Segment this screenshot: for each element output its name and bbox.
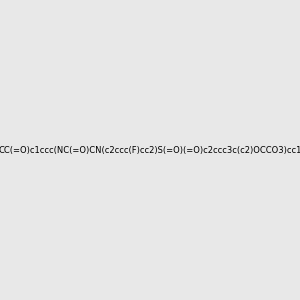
Text: CC(=O)c1ccc(NC(=O)CN(c2ccc(F)cc2)S(=O)(=O)c2ccc3c(c2)OCCO3)cc1: CC(=O)c1ccc(NC(=O)CN(c2ccc(F)cc2)S(=O)(=… [0,146,300,154]
